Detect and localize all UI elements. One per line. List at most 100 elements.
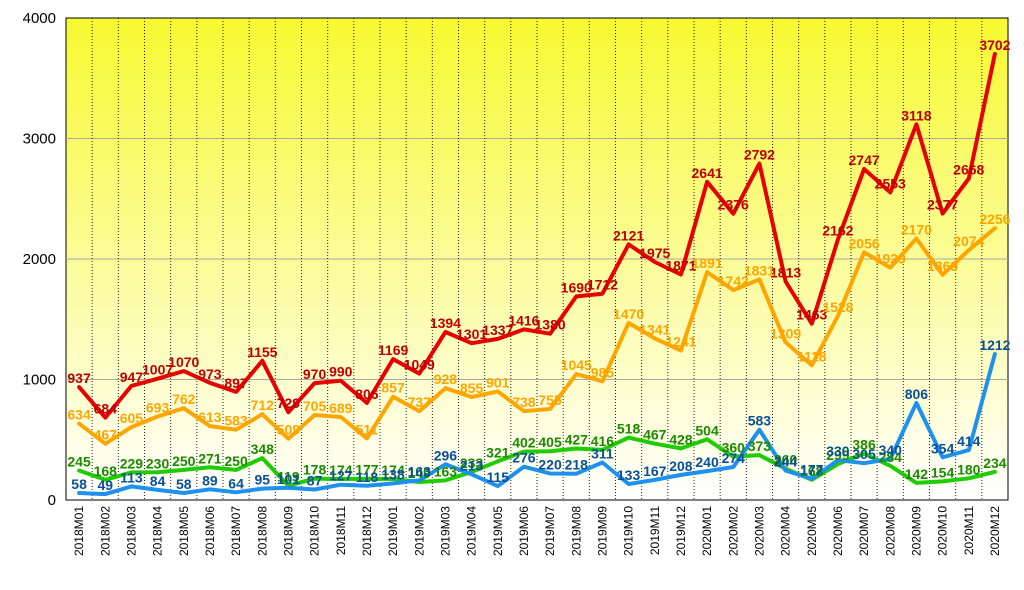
x-tick-label: 2019M02 [412, 506, 426, 556]
data-label: 1831 [744, 262, 775, 278]
data-label: 89 [202, 472, 218, 488]
data-label: 689 [329, 400, 353, 416]
data-label: 118 [356, 469, 379, 485]
data-label: 427 [565, 432, 589, 448]
x-tick-label: 2019M12 [674, 506, 688, 556]
data-label: 738 [512, 394, 536, 410]
data-label: 1118 [797, 348, 827, 364]
data-label: 509 [277, 422, 301, 438]
data-label: 634 [67, 407, 91, 423]
data-label: 3118 [901, 107, 932, 123]
x-tick-label: 2020M01 [700, 506, 714, 556]
data-label: 467 [94, 427, 118, 443]
data-label: 467 [643, 427, 667, 443]
x-tick-label: 2020M12 [988, 506, 1002, 556]
x-tick-label: 2019M08 [569, 506, 583, 556]
x-tick-label: 2018M10 [308, 506, 322, 556]
data-label: 174 [381, 462, 405, 478]
data-label: 901 [486, 374, 510, 390]
data-label: 180 [957, 461, 981, 477]
data-label: 305 [852, 446, 876, 462]
data-label: 244 [774, 454, 798, 470]
data-label: 240 [695, 454, 719, 470]
data-label: 1309 [770, 325, 801, 341]
data-label: 84 [150, 473, 166, 489]
data-label: 168 [800, 463, 824, 479]
data-label: 2792 [744, 147, 775, 163]
data-label: 2056 [849, 235, 880, 251]
x-tick-label: 2020M03 [752, 506, 766, 556]
data-label: 218 [565, 457, 589, 473]
data-label: 154 [931, 464, 955, 480]
x-tick-label: 2018M08 [255, 506, 269, 556]
data-label: 1007 [142, 362, 173, 378]
x-tick-label: 2020M09 [909, 506, 923, 556]
x-tick-label: 2020M05 [805, 506, 819, 556]
data-label: 213 [460, 457, 484, 473]
data-label: 583 [748, 413, 772, 429]
x-tick-label: 2020M06 [831, 506, 845, 556]
data-label: 311 [591, 446, 614, 462]
data-label: 234 [983, 455, 1007, 471]
data-label: 276 [512, 450, 536, 466]
data-label: 233 [460, 455, 484, 471]
data-label: 518 [617, 421, 641, 437]
data-label: 1690 [561, 279, 592, 295]
data-label: 2256 [979, 211, 1010, 227]
data-label: 360 [722, 440, 746, 456]
data-label: 605 [120, 410, 144, 426]
data-label: 101 [277, 471, 301, 487]
data-label: 428 [669, 431, 693, 447]
data-label: 168 [94, 463, 118, 479]
data-label: 1212 [979, 337, 1010, 353]
data-label: 684 [94, 401, 118, 417]
data-label: 3702 [979, 37, 1010, 53]
data-label: 414 [957, 433, 981, 449]
x-tick-label: 2020M08 [883, 506, 897, 556]
data-label: 2553 [875, 175, 906, 191]
data-label: 115 [486, 469, 509, 485]
data-label: 167 [643, 463, 667, 479]
data-label: 2376 [718, 197, 749, 213]
series-line-1 [77, 51, 997, 420]
data-label: 58 [71, 476, 87, 492]
data-label: 113 [120, 469, 143, 485]
data-label: 1929 [875, 251, 906, 267]
x-tick-label: 2019M05 [491, 506, 505, 556]
data-label: 1871 [665, 258, 696, 274]
data-label: 1394 [430, 315, 461, 331]
data-label: 58 [176, 476, 192, 492]
y-tick-label: 0 [48, 492, 56, 509]
data-label: 806 [905, 386, 929, 402]
data-label: 174 [329, 462, 353, 478]
x-tick-label: 2020M07 [857, 506, 871, 556]
data-label: 1380 [535, 317, 566, 333]
data-label: 705 [303, 398, 327, 414]
data-label: 373 [748, 438, 772, 454]
data-label: 990 [329, 364, 353, 380]
x-tick-label: 2018M04 [151, 506, 165, 556]
x-tick-label: 2020M10 [936, 506, 950, 556]
data-label: 133 [617, 467, 641, 483]
y-axis: 0 1000 2000 3000 4000 [23, 10, 56, 509]
data-label: 2377 [927, 197, 958, 213]
data-label: 2074 [953, 233, 984, 249]
y-tick-label: 2000 [23, 251, 56, 268]
data-label: 177 [355, 462, 379, 478]
y-tick-label: 1000 [23, 372, 56, 389]
x-tick-label: 2018M05 [177, 506, 191, 556]
data-label: 138 [381, 466, 405, 482]
x-tick-label: 2019M04 [465, 506, 479, 556]
data-label: 340 [879, 442, 903, 458]
data-label: 1742 [718, 273, 749, 289]
data-label: 1045 [561, 357, 592, 373]
x-tick-label: 2019M09 [595, 506, 609, 556]
data-label: 985 [591, 364, 615, 380]
data-label: 321 [486, 444, 510, 460]
x-tick-label: 2019M07 [543, 506, 557, 556]
data-label: 87 [307, 473, 323, 489]
data-label: 1049 [404, 357, 435, 373]
data-label: 855 [460, 380, 484, 396]
data-label: 127 [329, 468, 353, 484]
data-label: 712 [251, 397, 275, 413]
